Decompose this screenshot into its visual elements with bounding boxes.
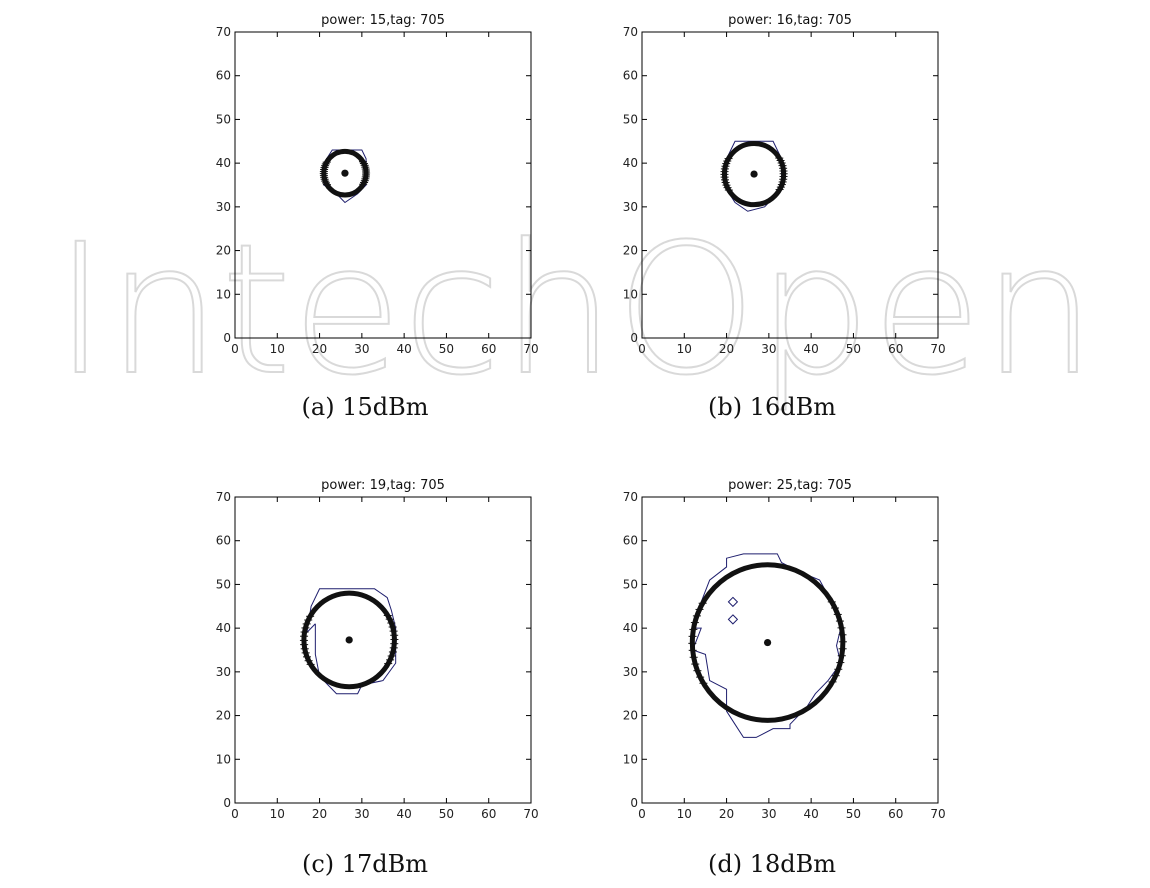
x-tick-label: 10 xyxy=(677,342,692,356)
caption-b: (b) 16dBm xyxy=(707,393,836,421)
svg-text:IntechOpen: IntechOpen xyxy=(54,206,1096,415)
x-tick-label: 60 xyxy=(888,807,903,821)
tag-center-point xyxy=(345,636,353,644)
x-tick-label: 60 xyxy=(481,342,496,356)
y-tick-label: 70 xyxy=(216,25,231,39)
plot-a: power: 15,tag: 705 0 10 20 30 40 50 60 70 0 10 20 30… xyxy=(216,13,539,356)
y-tick-label: 40 xyxy=(623,621,638,635)
x-tick-label: 50 xyxy=(439,342,454,356)
y-tick-label: 40 xyxy=(216,156,231,170)
y-tick-label: 50 xyxy=(216,577,231,591)
y-tick-label: 60 xyxy=(623,69,638,83)
y-tick-label: 40 xyxy=(623,156,638,170)
y-tick-label: 10 xyxy=(216,752,231,766)
x-tick-label: 50 xyxy=(846,342,861,356)
x-tick-label: 40 xyxy=(397,807,412,821)
plot-c: power: 19,tag: 705 0 10 20 30 40 50 60 70 0 10 20 30… xyxy=(216,478,539,821)
caption-a: (a) 15dBm xyxy=(301,393,429,421)
y-tick-label: 0 xyxy=(223,331,231,345)
x-tick-label: 40 xyxy=(804,342,819,356)
y-tick-label: 60 xyxy=(216,69,231,83)
x-tick-label: 70 xyxy=(930,807,945,821)
x-tick-label: 20 xyxy=(719,807,734,821)
x-tick-label: 20 xyxy=(719,342,734,356)
plot-frame xyxy=(234,31,532,339)
y-tick-label: 30 xyxy=(216,200,231,214)
circle-plus-markers xyxy=(720,154,788,195)
chart-title: power: 16,tag: 705 xyxy=(728,13,852,28)
x-tick-label: 50 xyxy=(846,807,861,821)
y-tick-label: 60 xyxy=(623,534,638,548)
x-tick-label: 60 xyxy=(888,342,903,356)
y-tick-label: 70 xyxy=(216,490,231,504)
x-tick-label: 0 xyxy=(231,342,239,356)
plot-frame xyxy=(234,496,532,804)
y-tick-label: 70 xyxy=(623,25,638,39)
chart-title: power: 25,tag: 705 xyxy=(728,478,852,493)
estimated-region-outline xyxy=(692,553,842,738)
tag-center-point xyxy=(341,169,349,177)
circle-plus-markers xyxy=(319,157,371,189)
chart-panel-c: power: 19,tag: 705 0 10 20 30 40 50 60 70 0 10 20 30… xyxy=(195,465,539,878)
y-tick-label: 20 xyxy=(216,709,231,723)
diamond-marker xyxy=(727,614,739,625)
x-tick-label: 70 xyxy=(523,807,538,821)
y-tick-label: 10 xyxy=(216,287,231,301)
tag-center-point xyxy=(763,638,772,647)
chart-title: power: 19,tag: 705 xyxy=(321,478,445,493)
plot-b: power: 16,tag: 705 0 10 20 30 40 50 60 70 0 10 20 30… xyxy=(623,13,946,356)
tag-center-point xyxy=(750,170,758,178)
y-tick-label: 0 xyxy=(223,796,231,810)
y-tick-label: 40 xyxy=(216,621,231,635)
x-tick-label: 0 xyxy=(638,342,646,356)
x-tick-label: 30 xyxy=(354,807,369,821)
chart-panel-b: power: 16,tag: 705 0 10 20 30 40 50 60 70 0 10 20 30… xyxy=(602,0,946,421)
x-tick-label: 20 xyxy=(312,342,327,356)
chart-panel-a: power: 15,tag: 705 0 10 20 30 40 50 60 70 0 10 20 30… xyxy=(195,0,539,421)
plot-d: power: 25,tag: 705 0 10 20 30 40 50 60 70 0 10 20 30… xyxy=(623,478,946,821)
x-tick-label: 0 xyxy=(638,807,646,821)
x-tick-label: 40 xyxy=(804,807,819,821)
y-tick-label: 50 xyxy=(623,112,638,126)
y-tick-label: 10 xyxy=(623,287,638,301)
y-tick-label: 20 xyxy=(623,244,638,258)
diamond-marker xyxy=(727,596,739,608)
plot-frame xyxy=(641,496,939,804)
caption-d: (d) 18dBm xyxy=(707,850,836,878)
y-tick-label: 50 xyxy=(216,112,231,126)
x-tick-label: 60 xyxy=(481,807,496,821)
y-tick-label: 30 xyxy=(623,665,638,679)
x-tick-label: 10 xyxy=(270,342,285,356)
y-tick-label: 60 xyxy=(216,534,231,548)
x-tick-label: 30 xyxy=(761,342,776,356)
x-tick-label: 20 xyxy=(312,807,327,821)
chart-title: power: 15,tag: 705 xyxy=(321,13,445,28)
x-tick-label: 30 xyxy=(354,342,369,356)
circle-plus-markers xyxy=(688,597,847,688)
circle-plus-markers xyxy=(299,611,399,669)
caption-c: (c) 17dBm xyxy=(301,850,429,878)
x-tick-label: 70 xyxy=(523,342,538,356)
y-tick-label: 30 xyxy=(623,200,638,214)
y-tick-label: 0 xyxy=(630,331,638,345)
chart-panel-d: power: 25,tag: 705 0 10 20 30 40 50 60 70 0 10 20 30… xyxy=(602,465,946,878)
x-tick-label: 30 xyxy=(761,807,776,821)
x-tick-label: 70 xyxy=(930,342,945,356)
x-tick-label: 10 xyxy=(270,807,285,821)
y-tick-label: 70 xyxy=(623,490,638,504)
x-tick-label: 50 xyxy=(439,807,454,821)
y-tick-label: 0 xyxy=(630,796,638,810)
x-tick-label: 40 xyxy=(397,342,412,356)
y-tick-label: 20 xyxy=(623,709,638,723)
y-tick-label: 50 xyxy=(623,577,638,591)
x-tick-label: 10 xyxy=(677,807,692,821)
y-tick-label: 10 xyxy=(623,752,638,766)
y-tick-label: 30 xyxy=(216,665,231,679)
x-tick-label: 0 xyxy=(231,807,239,821)
y-tick-label: 20 xyxy=(216,244,231,258)
plot-frame xyxy=(641,31,939,339)
